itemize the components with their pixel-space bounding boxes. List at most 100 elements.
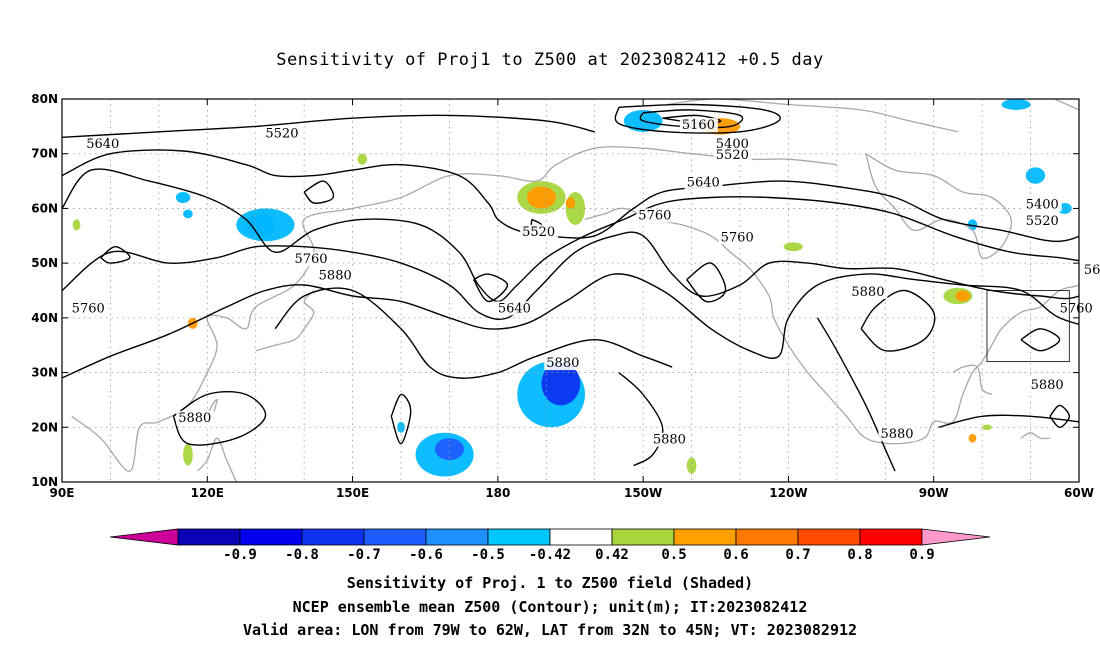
colorbar-segment: [239, 528, 303, 546]
contour-label-bg: [713, 137, 752, 152]
contour-label-bg: [1057, 301, 1096, 316]
contour-label: 5640: [687, 176, 720, 191]
sensitivity-patch: [541, 361, 581, 406]
z500-contour-line: [62, 273, 1079, 379]
z500-contour-line: [938, 414, 1079, 428]
contour-label-bg: [292, 252, 331, 267]
z500-contour-line: [686, 262, 727, 303]
contour-label-bg: [176, 410, 215, 425]
lat-tick-label: 50N: [31, 256, 58, 270]
colorbar-segment: [611, 528, 675, 546]
sensitivity-patch: [175, 192, 191, 203]
contour-label: 5520: [265, 126, 298, 141]
lon-tick-label: 120W: [769, 486, 807, 500]
coastline: [1054, 99, 1079, 111]
contour-label-bg: [713, 148, 752, 163]
lon-tick-label: 90W: [919, 486, 949, 500]
contour-label-bg: [544, 356, 583, 371]
coastline: [584, 207, 1079, 445]
contour-label: 5520: [522, 225, 555, 240]
lon-tick-label: 150E: [336, 486, 369, 500]
sensitivity-patch: [686, 457, 697, 474]
contour-label-bg: [650, 432, 689, 447]
contour-label-bg: [1081, 263, 1100, 278]
contour-label: 5640: [86, 137, 119, 152]
colorbar-min-arrow: [109, 528, 179, 546]
colorbar-segment: [487, 528, 551, 546]
colorbar-label: 0.42: [595, 547, 629, 563]
contour-label-bg: [849, 284, 888, 299]
colorbar-segment: [797, 528, 861, 546]
z500-contours: [62, 103, 1079, 472]
contour-label-bg: [69, 301, 108, 316]
colorbar-label: 0.7: [785, 547, 810, 563]
lat-tick-label: 70N: [31, 147, 58, 161]
sensitivity-patch: [783, 242, 803, 252]
contour-label: 5760: [638, 208, 671, 223]
z500-contour-line: [1049, 404, 1071, 429]
z500-contour-line: [62, 114, 595, 138]
contour-label-bg: [679, 118, 718, 133]
colorbar-label: 0.9: [909, 547, 934, 563]
sensitivity-patch: [183, 443, 193, 466]
lat-tick-label: 30N: [31, 366, 58, 380]
valid-area-box: [986, 290, 1070, 363]
z500-contour-line: [639, 109, 744, 129]
contour-label: 5760: [294, 252, 327, 267]
map-frame: [61, 98, 1080, 483]
contour-label-bg: [316, 268, 355, 283]
z500-contour-line: [274, 287, 673, 379]
contour-labels: 5520564057605760588056405520516054005520…: [69, 118, 1100, 448]
colorbar-segment: [735, 528, 799, 546]
sensitivity-patch: [397, 421, 405, 433]
z500-contour-line: [614, 103, 781, 134]
colorbar-segment: [673, 528, 737, 546]
sensitivity-patch: [968, 433, 977, 443]
contour-label: 5880: [851, 285, 884, 300]
colorbar: -0.9 -0.8 -0.7 -0.6 -0.5 -0.42 0.42 0.5 0.6 0.7 0.…: [109, 528, 991, 563]
z500-contour-line: [303, 180, 335, 204]
lat-tick-label: 20N: [31, 420, 58, 434]
contour-label-bg: [684, 175, 723, 190]
contour-label: 5400: [1026, 197, 1059, 212]
contour-label-bg: [84, 137, 123, 152]
contour-label-bg: [1023, 213, 1062, 228]
contour-label: 5760: [72, 301, 105, 316]
sensitivity-patch: [1001, 99, 1031, 110]
z500-contour-line: [62, 231, 1079, 321]
sensitivity-patch: [526, 186, 556, 209]
lat-tick-label: 60N: [31, 201, 58, 215]
colorbar-label: -0.7: [347, 547, 381, 563]
colorbar-label: 0.5: [661, 547, 686, 563]
contour-label: 5880: [880, 427, 913, 442]
colorbar-label: -0.6: [409, 547, 443, 563]
lat-tick-label: 40N: [31, 311, 58, 325]
coastline: [255, 290, 315, 352]
coastline: [865, 153, 1013, 259]
colorbar-label: 0.8: [847, 547, 872, 563]
contour-label-bg: [718, 230, 757, 245]
z500-contour-line: [473, 273, 509, 303]
z500-contour-line: [860, 289, 936, 352]
contour-label: 5640: [1084, 263, 1100, 278]
z500-contour-line: [100, 245, 131, 264]
lon-tick-label: 150W: [624, 486, 662, 500]
contour-label: 5880: [546, 356, 579, 371]
contour-label: 5520: [716, 148, 749, 163]
coastline: [197, 437, 237, 482]
contour-label: 5760: [1060, 301, 1093, 316]
colorbar-label: -0.8: [285, 547, 319, 563]
colorbar-label: 0.6: [723, 547, 748, 563]
sensitivity-patch: [236, 208, 295, 242]
contour-label: 5880: [178, 411, 211, 426]
coastline: [1020, 432, 1050, 440]
sensitivity-patch: [955, 290, 971, 302]
sensitivity-patch: [72, 219, 81, 231]
z500-contour-line: [816, 317, 896, 472]
colorbar-label: -0.42: [529, 547, 571, 563]
contour-label-bg: [520, 224, 559, 239]
contour-label-bg: [495, 301, 534, 316]
sensitivity-patch: [1025, 167, 1046, 184]
